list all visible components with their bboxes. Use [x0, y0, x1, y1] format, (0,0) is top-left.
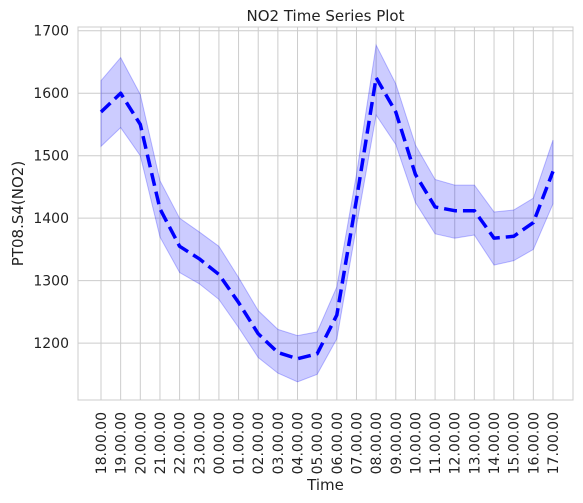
x-tick-label: 21.00.00 — [153, 412, 169, 474]
x-tick-label: 05.00.00 — [310, 412, 326, 474]
x-tick-label: 09.00.00 — [389, 412, 405, 474]
y-tick-label: 1600 — [33, 86, 69, 102]
x-tick-label: 01.00.00 — [232, 412, 248, 474]
x-tick-label: 02.00.00 — [251, 412, 267, 474]
x-tick-label: 20.00.00 — [133, 412, 149, 474]
x-tick-label: 03.00.00 — [271, 412, 287, 474]
x-tick-label: 16.00.00 — [526, 412, 542, 474]
x-tick-label: 11.00.00 — [428, 412, 444, 474]
y-tick-label: 1700 — [33, 24, 69, 40]
x-tick-label: 18.00.00 — [94, 412, 110, 474]
chart-title: NO2 Time Series Plot — [247, 7, 405, 25]
y-tick-label: 1300 — [33, 274, 69, 290]
x-tick-label: 15.00.00 — [507, 412, 523, 474]
y-tick-label: 1200 — [33, 336, 69, 352]
y-tick-label: 1500 — [33, 149, 69, 165]
x-tick-label: 22.00.00 — [173, 412, 189, 474]
y-axis-title: PT08.S4(NO2) — [9, 161, 27, 266]
x-tick-label: 13.00.00 — [467, 412, 483, 474]
x-tick-label: 06.00.00 — [330, 412, 346, 474]
x-tick-label: 04.00.00 — [291, 412, 307, 474]
x-tick-label: 00.00.00 — [212, 412, 228, 474]
x-tick-label: 23.00.00 — [192, 412, 208, 474]
x-tick-label: 14.00.00 — [487, 412, 503, 474]
x-tick-label: 10.00.00 — [408, 412, 424, 474]
x-axis-title: Time — [306, 476, 344, 494]
x-tick-label: 08.00.00 — [369, 412, 385, 474]
x-tick-label: 12.00.00 — [448, 412, 464, 474]
x-tick-label: 19.00.00 — [114, 412, 130, 474]
x-tick-label: 17.00.00 — [546, 412, 562, 474]
x-tick-label: 07.00.00 — [349, 412, 365, 474]
y-tick-label: 1400 — [33, 211, 69, 227]
